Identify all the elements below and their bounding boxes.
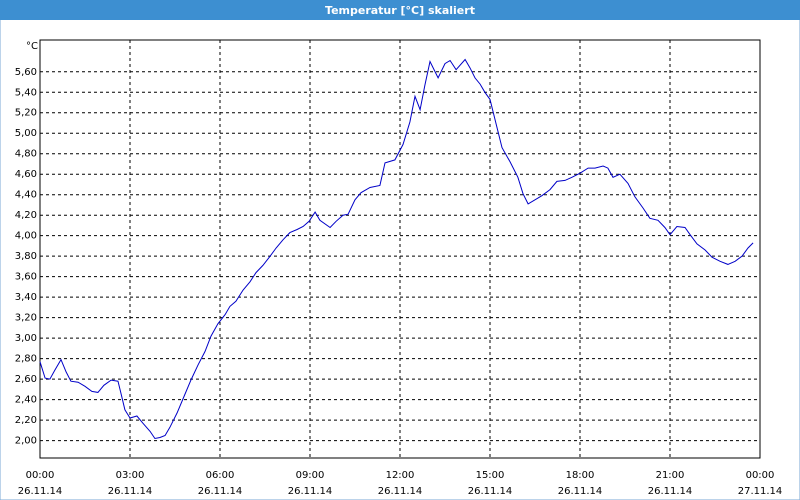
y-tick-label: 2,00	[15, 436, 37, 447]
x-tick-date: 26.11.14	[18, 486, 63, 497]
y-tick-label: 5,00	[15, 128, 37, 139]
x-tick-date: 27.11.14	[738, 486, 783, 497]
x-tick-date: 26.11.14	[378, 486, 423, 497]
y-tick-label: 5,40	[15, 87, 37, 98]
y-tick-label: 4,80	[15, 149, 37, 160]
x-tick-date: 26.11.14	[198, 486, 243, 497]
x-tick-label: 15:00	[476, 470, 505, 481]
x-tick-label: 06:00	[206, 470, 235, 481]
y-tick-label: 3,60	[15, 272, 37, 283]
y-tick-label: 3,80	[15, 251, 37, 262]
y-tick-label: 4,40	[15, 190, 37, 201]
chart-title: Temperatur [°C] skaliert	[325, 4, 475, 17]
x-tick-label: 12:00	[386, 470, 415, 481]
y-tick-label: 2,40	[15, 395, 37, 406]
y-tick-label: 3,00	[15, 333, 37, 344]
y-tick-label: 4,20	[15, 210, 37, 221]
x-tick-date: 26.11.14	[288, 486, 333, 497]
temperature-line	[39, 58, 754, 440]
y-unit: °C	[26, 41, 38, 52]
plot-frame	[39, 39, 761, 459]
x-tick-date: 26.11.14	[648, 486, 693, 497]
x-tick-label: 21:00	[656, 470, 685, 481]
y-tick-label: 3,40	[15, 292, 37, 303]
title-bar	[0, 0, 800, 20]
x-tick-date: 26.11.14	[558, 486, 603, 497]
y-tick-label: 3,20	[15, 313, 37, 324]
x-tick-label: 03:00	[116, 470, 145, 481]
y-tick-label: 5,60	[15, 67, 37, 78]
x-tick-label: 18:00	[566, 470, 595, 481]
x-tick-date: 26.11.14	[108, 486, 153, 497]
x-tick-label: 00:00	[26, 470, 55, 481]
x-tick-label: 00:00	[746, 470, 775, 481]
x-tick-date: 26.11.14	[468, 486, 513, 497]
y-tick-label: 2,20	[15, 415, 37, 426]
y-tick-label: 4,60	[15, 169, 37, 180]
y-tick-label: 2,60	[15, 374, 37, 385]
y-tick-label: 5,20	[15, 108, 37, 119]
y-tick-label: 4,00	[15, 231, 37, 242]
y-tick-label: 2,80	[15, 354, 37, 365]
x-tick-label: 09:00	[296, 470, 325, 481]
